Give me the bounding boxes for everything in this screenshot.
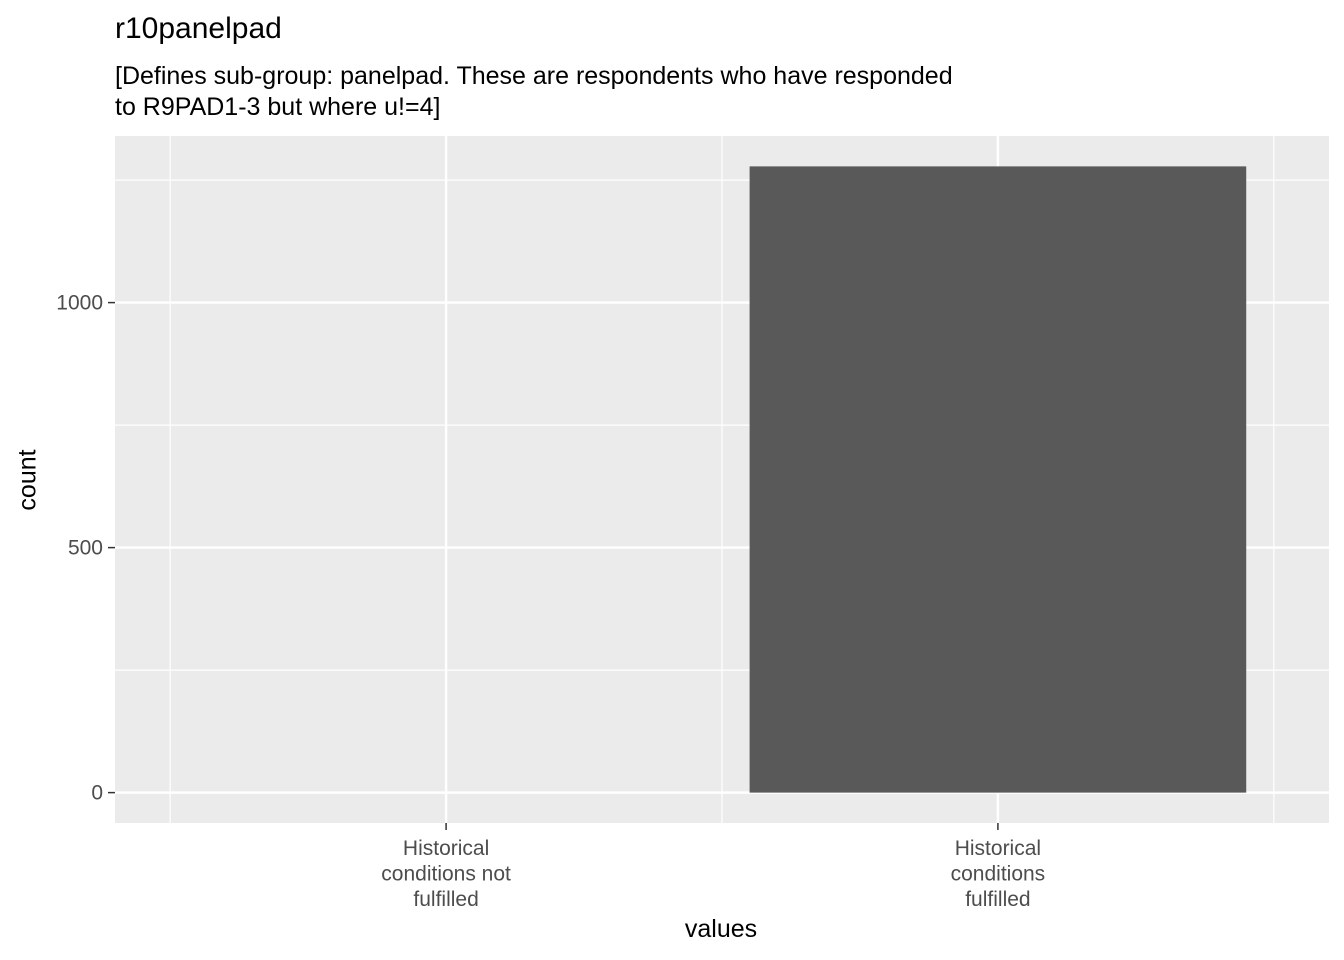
chart-title: r10panelpad bbox=[115, 12, 282, 45]
x-tick-label: Historical bbox=[955, 837, 1041, 860]
x-tick-label: fulfilled bbox=[965, 888, 1030, 911]
x-tick-label: conditions not bbox=[381, 863, 511, 886]
y-tick-label: 0 bbox=[91, 782, 103, 805]
x-axis-label: values bbox=[684, 915, 758, 943]
y-tick-label: 500 bbox=[68, 537, 103, 560]
bar bbox=[749, 166, 1247, 793]
chart-subtitle-line-1: [Defines sub-group: panelpad. These are … bbox=[115, 62, 953, 90]
chart-subtitle: [Defines sub-group: panelpad. These are … bbox=[115, 61, 953, 123]
x-tick-label: conditions bbox=[951, 863, 1046, 886]
y-tick-label: 1000 bbox=[56, 292, 103, 315]
chart-subtitle-line-2: to R9PAD1-3 but where u!=4] bbox=[115, 93, 441, 121]
x-tick-label: fulfilled bbox=[413, 888, 478, 911]
x-tick-label: Historical bbox=[403, 837, 489, 860]
